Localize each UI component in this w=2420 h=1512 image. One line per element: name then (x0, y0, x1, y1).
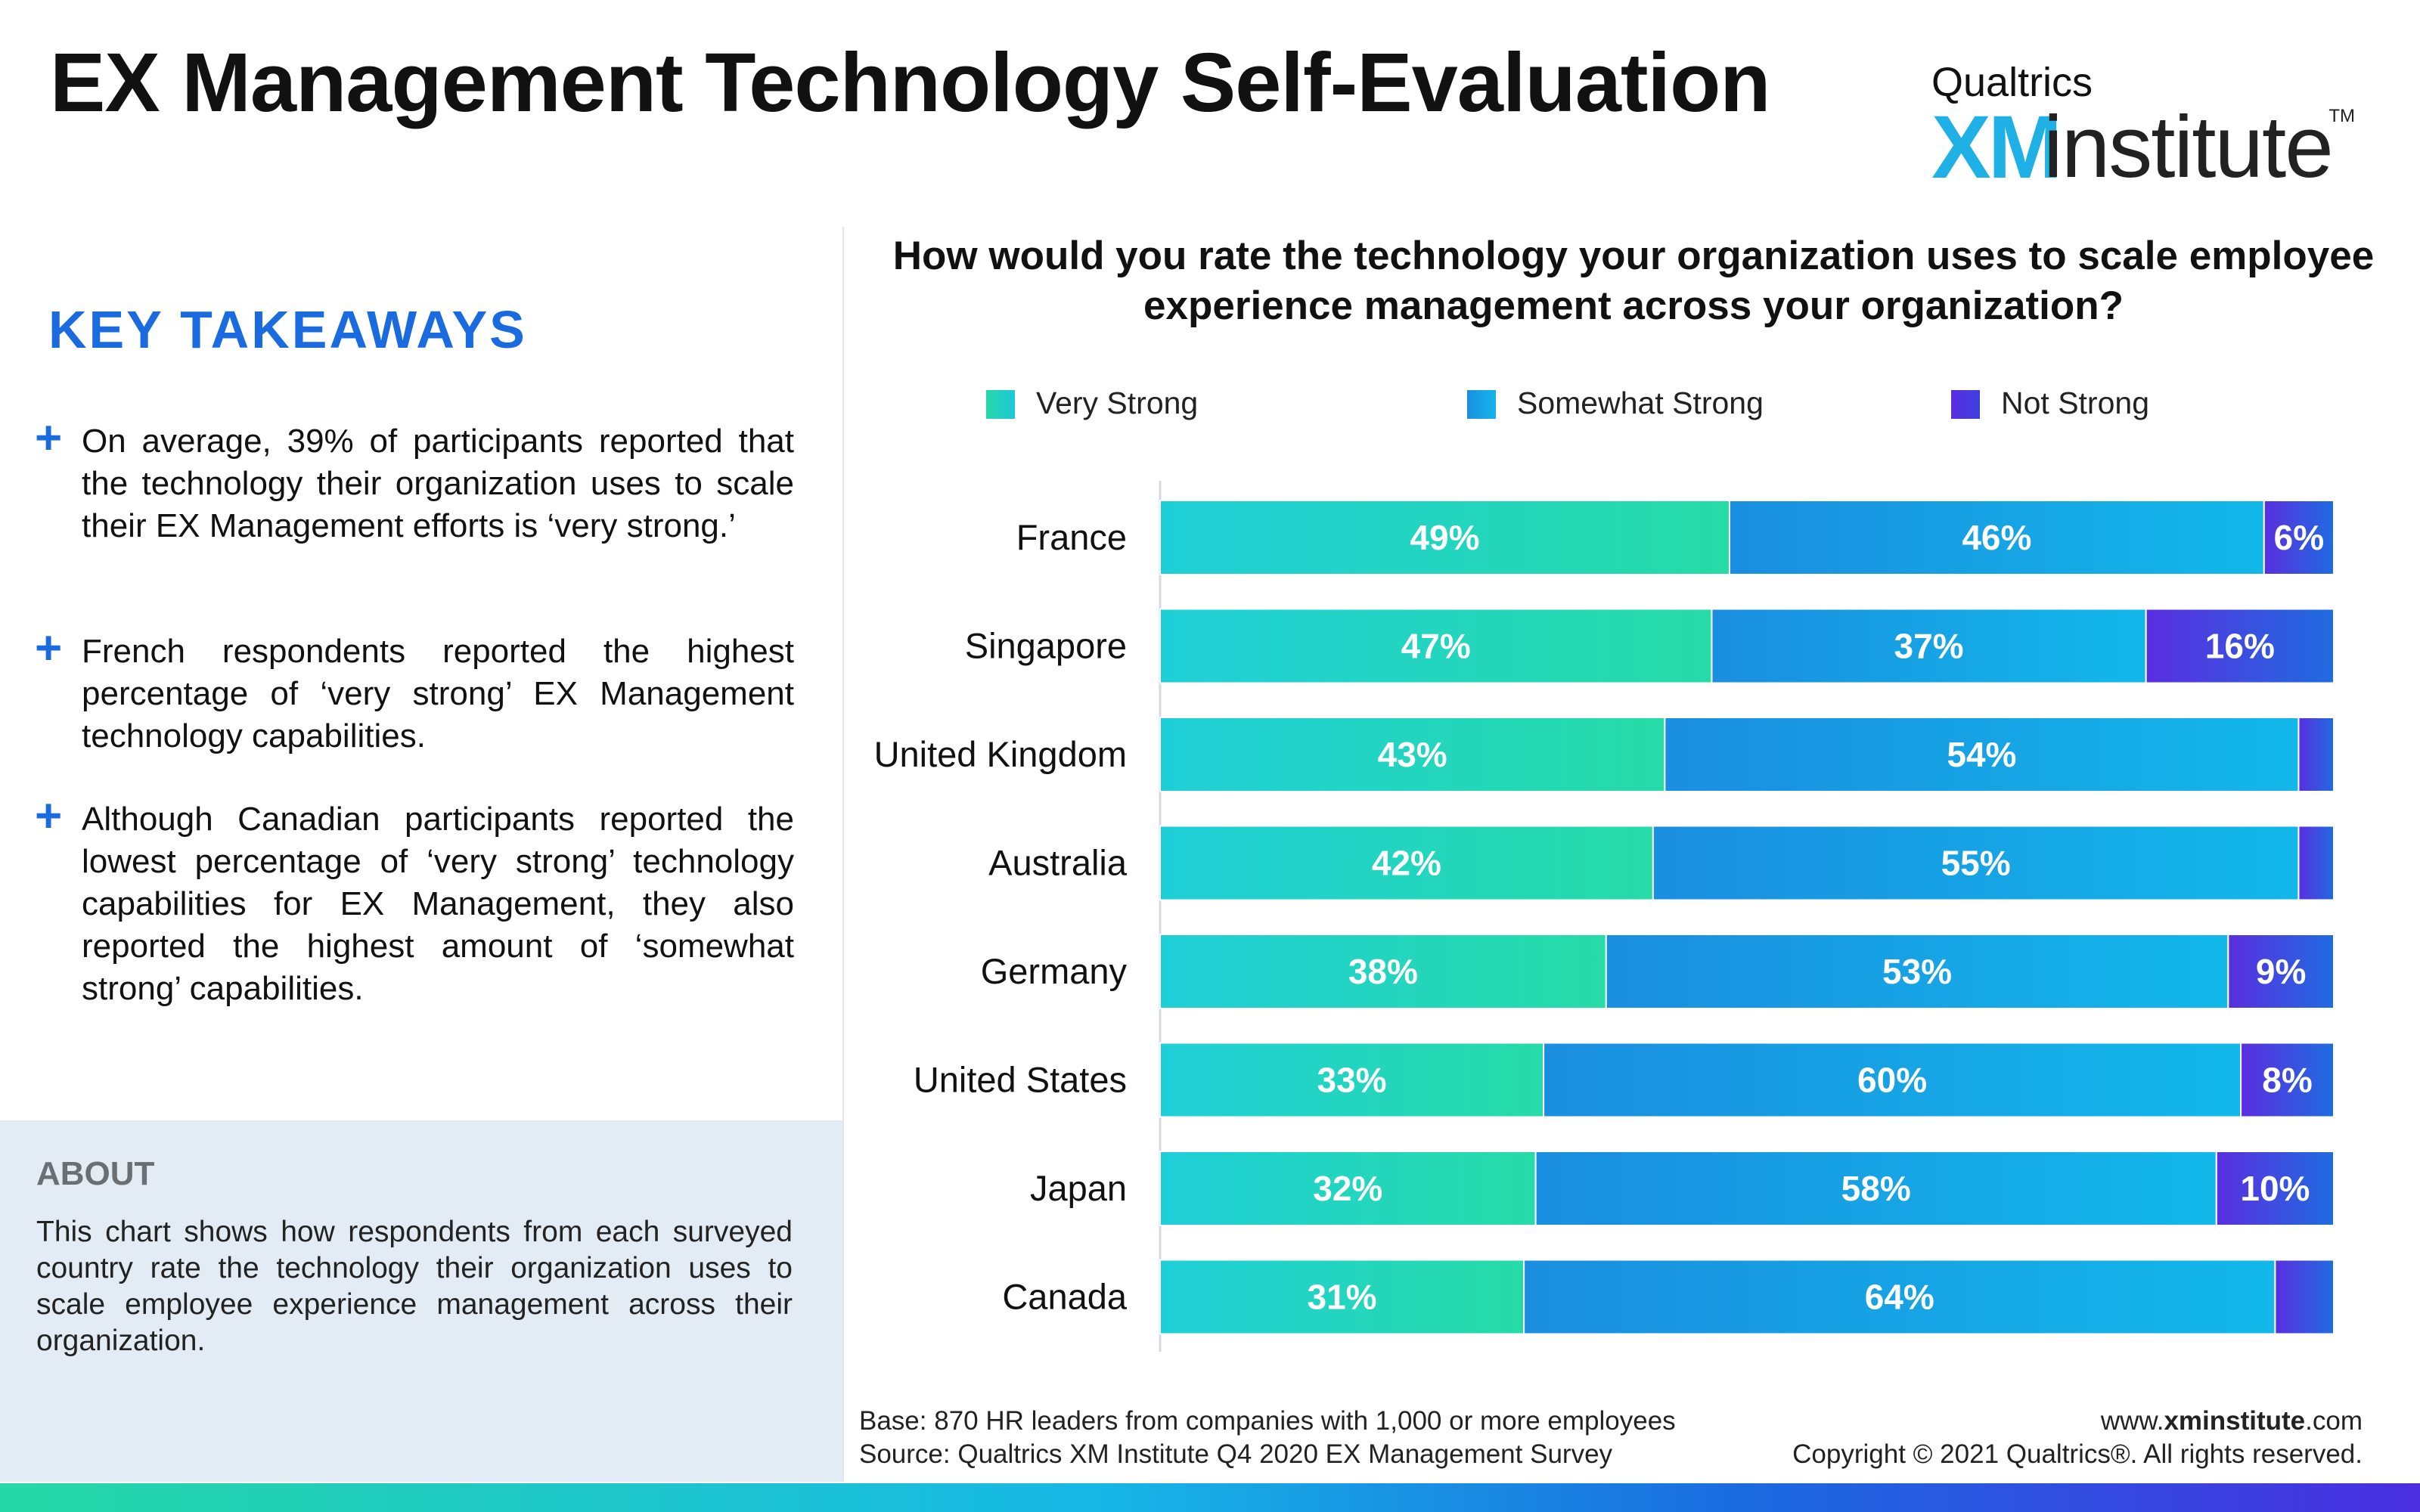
category-label: Canada (1002, 1277, 1127, 1317)
bar-segment (1534, 1151, 2217, 1226)
bar-value-label: 33% (1317, 1061, 1387, 1100)
bar-value-label: 47% (1401, 627, 1471, 666)
category-label: United Kingdom (874, 734, 1127, 774)
bar-segment (1159, 500, 1730, 575)
logo-brand: Qualtrics (1931, 60, 2093, 105)
bar-segment (2263, 500, 2335, 575)
bar-segment (1159, 825, 1654, 901)
bar-value-label: 55% (1941, 844, 2011, 883)
about-heading: ABOUT (36, 1155, 155, 1192)
plus-icon: + (35, 790, 63, 842)
footer-base: Base: 870 HR leaders from companies with… (859, 1406, 1676, 1436)
footer-credits: www.xminstitute.com Copyright © 2021 Qua… (1792, 1405, 2363, 1471)
bar-value-label: 32% (1313, 1169, 1382, 1208)
legend-label: Very Strong (1036, 386, 1199, 420)
takeaway-item: + On average, 39% of participants report… (35, 412, 794, 547)
bar-value-label: 58% (1841, 1169, 1911, 1208)
footer-source: Source: Qualtrics XM Institute Q4 2020 E… (859, 1439, 1613, 1469)
bar-segment (1159, 934, 1607, 1009)
legend-swatch (1951, 390, 1980, 419)
logo-xm: XM (1931, 98, 2062, 197)
bar-segment (2215, 1151, 2335, 1226)
bar-segment (1159, 717, 1666, 792)
legend-label: Somewhat Strong (1517, 386, 1764, 420)
bar-value-label: 8% (2262, 1061, 2312, 1100)
footer-url[interactable]: www.xminstitute.com (1792, 1405, 2363, 1438)
takeaway-text: French respondents reported the highest … (82, 633, 794, 754)
bar-segment (1652, 825, 2300, 901)
bar-value-label: 64% (1865, 1278, 1934, 1317)
url-suffix: .com (2305, 1406, 2363, 1436)
about-panel: ABOUT This chart shows how respondents f… (0, 1120, 842, 1482)
key-takeaways-heading: KEY TAKEAWAYS (48, 300, 527, 359)
legend-swatch (986, 390, 1015, 419)
url-prefix: www. (2100, 1406, 2164, 1436)
bottom-gradient-strip (0, 1483, 2420, 1512)
bar-segment (1605, 934, 2229, 1009)
bar-value-label: 10% (2240, 1169, 2310, 1208)
bar-segment (1728, 500, 2265, 575)
takeaway-text: On average, 39% of participants reported… (82, 423, 794, 544)
bar-segment (2240, 1042, 2335, 1118)
bar-segment (1711, 608, 2147, 684)
bar-segment (2227, 934, 2335, 1009)
legend-label: Not Strong (2001, 386, 2149, 420)
about-text: This chart shows how respondents from ea… (36, 1216, 793, 1357)
bar-segment (2297, 825, 2335, 901)
plus-icon: + (35, 622, 63, 674)
category-label: Germany (981, 951, 1128, 991)
chart-title: How would you rate the technology your o… (892, 234, 2375, 328)
logo-institute: institute (2043, 98, 2334, 196)
category-label: Australia (988, 843, 1128, 883)
bar-value-label: 49% (1410, 518, 1479, 557)
bar-value-label: 54% (1947, 735, 2016, 774)
category-label: Japan (1030, 1168, 1127, 1208)
bar-segment (1543, 1042, 2242, 1118)
bar-value-label: 43% (1378, 735, 1447, 774)
bar-segment (2145, 608, 2335, 684)
takeaway-text: Although Canadian participants reported … (82, 801, 794, 1007)
bar-segment (1523, 1259, 2276, 1335)
category-label: France (1016, 517, 1127, 557)
bar-value-label: 37% (1894, 627, 1964, 666)
bar-segment (1664, 717, 2300, 792)
footer-copyright: Copyright © 2021 Qualtrics®. All rights … (1792, 1439, 2363, 1469)
bar-segment (1159, 1151, 1537, 1226)
bar-segment (1159, 608, 1713, 684)
bar-segment (1159, 1259, 1525, 1335)
category-label: United States (914, 1060, 1127, 1100)
takeaway-item: + Although Canadian participants reporte… (35, 790, 794, 1010)
bar-value-label: 38% (1348, 952, 1418, 991)
bar-segment (2297, 717, 2335, 792)
bar-value-label: 60% (1857, 1061, 1927, 1100)
plus-icon: + (35, 412, 63, 464)
footer-notes: Base: 870 HR leaders from companies with… (859, 1405, 1676, 1471)
bar-value-label: 31% (1308, 1278, 1377, 1317)
bar-value-label: 46% (1962, 518, 2031, 557)
takeaway-item: + French respondents reported the highes… (35, 622, 794, 758)
column-divider (842, 227, 844, 1482)
bar-value-label: 42% (1372, 844, 1441, 883)
logo-trademark: TM (2328, 106, 2355, 126)
bar-segment (2274, 1259, 2335, 1335)
bar-value-label: 9% (2256, 952, 2306, 991)
page-title: EX Management Technology Self-Evaluation (50, 36, 1770, 129)
bar-value-label: 53% (1882, 952, 1952, 991)
bar-value-label: 6% (2274, 518, 2324, 557)
category-label: Singapore (965, 626, 1127, 666)
legend-swatch (1467, 390, 1496, 419)
url-domain: xminstitute (2164, 1406, 2306, 1436)
xm-institute-logo: Qualtrics XM institute TM (1931, 59, 2355, 192)
bar-value-label: 16% (2205, 627, 2275, 666)
